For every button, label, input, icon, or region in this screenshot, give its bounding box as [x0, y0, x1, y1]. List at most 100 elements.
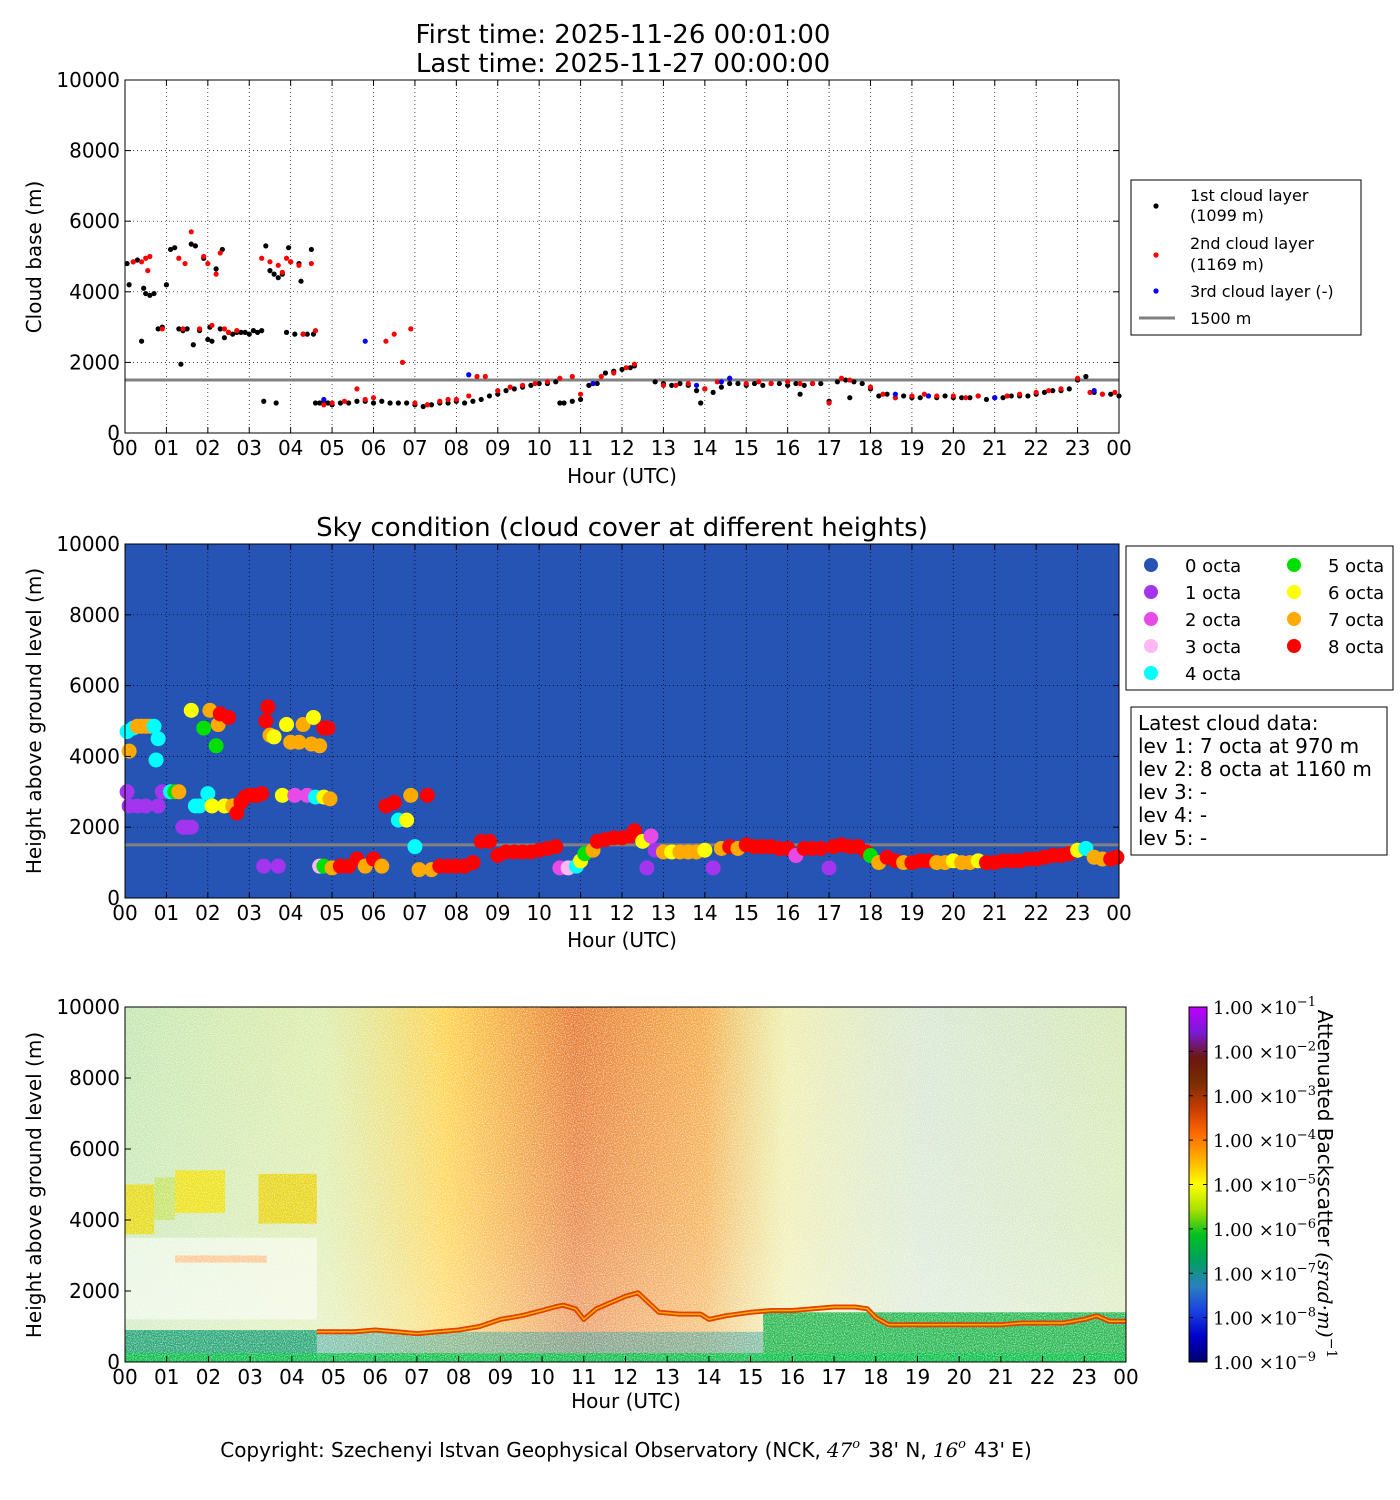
point-layer2	[445, 396, 451, 403]
point-layer1	[727, 380, 733, 387]
first-time-title: First time: 2025-11-26 00:01:00	[416, 20, 831, 50]
octa-point-8	[419, 787, 435, 803]
point-layer2	[275, 262, 281, 268]
octa-point-1	[150, 798, 166, 814]
legend-value-layer2: (1169 m)	[1190, 255, 1264, 274]
point-layer1	[134, 257, 141, 263]
point-layer1	[267, 268, 273, 274]
octa-point-6	[266, 729, 282, 745]
point-layer1	[797, 391, 803, 397]
point-layer1	[557, 400, 563, 406]
legend-octa-marker-4	[1144, 666, 1158, 680]
y-tick-label: 10000	[56, 995, 120, 1019]
x-tick-label: 20	[946, 1365, 971, 1389]
colorbar-tick-mantissa: 1.00 ×10	[1213, 1264, 1297, 1285]
point-layer2	[975, 393, 981, 399]
x-tick-label: 08	[444, 901, 469, 925]
x-tick-label: 07	[402, 436, 427, 460]
y-tick-label: 0	[107, 1350, 120, 1374]
point-layer1	[983, 396, 990, 403]
legend-octa-label-5: 5 octa	[1328, 556, 1384, 577]
point-layer3	[693, 382, 700, 388]
point-layer1	[308, 246, 314, 253]
x-tick-label: 03	[237, 1365, 262, 1389]
point-layer2	[544, 379, 551, 385]
x-tick-label: 08	[444, 436, 469, 460]
x-tick-label: 17	[816, 436, 841, 460]
x-tick-label: 17	[816, 901, 841, 925]
y-tick-label: 8000	[69, 603, 120, 627]
point-layer2	[743, 380, 749, 387]
colorbar-tick-exponent: −1	[1297, 995, 1316, 1010]
legend-octa-label-8: 8 octa	[1328, 637, 1384, 658]
colorbar-ticks: 1.00 ×10−11.00 ×10−21.00 ×10−31.00 ×10−4…	[1189, 995, 1316, 1374]
latest-lev4: lev 4: -	[1138, 803, 1207, 827]
legend-octa-label-4: 4 octa	[1185, 664, 1241, 685]
x-tick-label: 05	[319, 901, 344, 925]
y-tick-label: 10000	[56, 532, 120, 556]
point-layer1	[859, 380, 865, 387]
point-layer2	[1074, 375, 1081, 381]
backscatter-speckle	[125, 1007, 1126, 1362]
point-layer1	[652, 379, 658, 385]
y-tick-label: 4000	[69, 1208, 120, 1232]
point-layer2	[130, 259, 136, 265]
octa-point-1	[119, 784, 135, 800]
backscatter-panel: 00 01 02 03 04 05 06 07 08 09 10 11 12 13 14 15 16 17 18 19…	[22, 995, 1339, 1413]
colorbar-tick-exponent: −4	[1297, 1128, 1316, 1143]
point-layer1	[1108, 391, 1114, 397]
point-layer2	[341, 398, 348, 404]
colorbar-tick-label: 1.00 ×10−7	[1213, 1261, 1316, 1285]
sky-condition-x-ticks: 00 01 02 03 04 05 06 07 08 09 10 11 12 13 14 15 16 17 18 19…	[112, 544, 1132, 925]
point-layer2	[221, 326, 227, 332]
point-layer1	[259, 328, 265, 334]
x-tick-label: 11	[571, 1365, 596, 1389]
x-tick-label: 01	[154, 436, 179, 460]
point-layer1	[261, 398, 267, 404]
colorbar-tick-mantissa: 1.00 ×10	[1213, 1176, 1297, 1197]
point-layer1	[917, 395, 923, 401]
backscatter-y-ticks: 0 2000 4000 6000 8000 10000	[56, 995, 131, 1374]
legend-octa-marker-6	[1287, 585, 1301, 599]
octa-point-8	[481, 833, 497, 849]
point-layer2	[1058, 386, 1064, 392]
x-tick-label: 06	[361, 901, 386, 925]
point-layer2	[826, 400, 832, 406]
x-tick-label: 21	[982, 901, 1007, 925]
x-tick-label: 11	[568, 901, 593, 925]
point-layer3	[925, 393, 932, 399]
point-layer1	[818, 380, 824, 387]
point-layer1	[285, 245, 292, 251]
point-layer2	[1112, 389, 1118, 396]
colorbar-tick-mantissa: 1.00 ×10	[1213, 1131, 1297, 1152]
octa-point-8	[813, 840, 829, 856]
point-layer2	[838, 375, 845, 381]
point-layer1	[172, 245, 178, 251]
lat-min: 38' N,	[868, 1438, 927, 1462]
octa-point-7	[171, 784, 187, 800]
backscatter-xlabel: Hour (UTC)	[571, 1389, 681, 1413]
point-layer2	[934, 393, 940, 399]
last-time-title: Last time: 2025-11-27 00:00:00	[416, 49, 830, 79]
point-layer2	[283, 255, 290, 261]
point-layer1	[404, 400, 410, 406]
point-layer1	[718, 384, 725, 390]
point-layer2	[267, 259, 273, 265]
point-layer3	[718, 379, 725, 385]
x-tick-label: 22	[1030, 1365, 1055, 1389]
latest-lev2: lev 2: 8 octa at 1160 m	[1138, 757, 1372, 781]
legend-label-layer1: 1st cloud layer	[1190, 186, 1309, 205]
point-layer1	[387, 400, 393, 406]
x-tick-label: 13	[651, 901, 676, 925]
point-layer1	[292, 331, 298, 337]
octa-point-8	[626, 823, 642, 839]
point-layer2	[623, 365, 629, 371]
point-layer2	[196, 326, 203, 332]
octa-point-5	[208, 738, 224, 754]
x-tick-label: 00	[1113, 1365, 1138, 1389]
colorbar-tick-mantissa: 1.00 ×10	[1213, 1042, 1297, 1063]
x-tick-label: 10	[526, 901, 551, 925]
octa-point-8	[254, 786, 270, 802]
cloud-base-ylabel: Cloud base (m)	[22, 181, 46, 334]
